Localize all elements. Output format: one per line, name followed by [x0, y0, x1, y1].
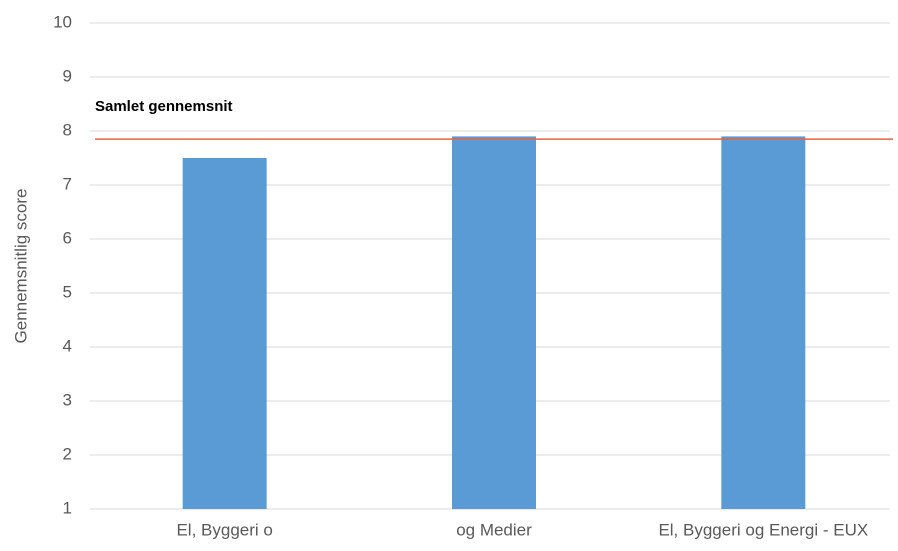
y-tick-label: 2: [63, 444, 72, 463]
y-tick-label: 1: [63, 498, 72, 517]
y-tick-label: 9: [63, 66, 72, 85]
y-tick-label: 5: [63, 282, 72, 301]
y-tick-label: 10: [53, 12, 72, 31]
y-tick-label: 6: [63, 228, 72, 247]
y-tick-label: 8: [63, 120, 72, 139]
x-tick-label: El, Byggeri o: [176, 520, 272, 539]
y-tick-label: 4: [63, 336, 72, 355]
x-tick-label: El, Byggeri og Energi - EUX: [658, 520, 868, 539]
y-tick-label: 7: [63, 174, 72, 193]
x-tick-label: og Medier: [456, 520, 532, 539]
bar: [452, 136, 536, 509]
y-axis-label: Gennemsnitlig score: [11, 189, 30, 344]
bar: [182, 158, 267, 509]
y-tick-label: 3: [63, 390, 72, 409]
reference-label: Samlet gennemsnit: [95, 98, 233, 115]
bar: [721, 136, 806, 509]
